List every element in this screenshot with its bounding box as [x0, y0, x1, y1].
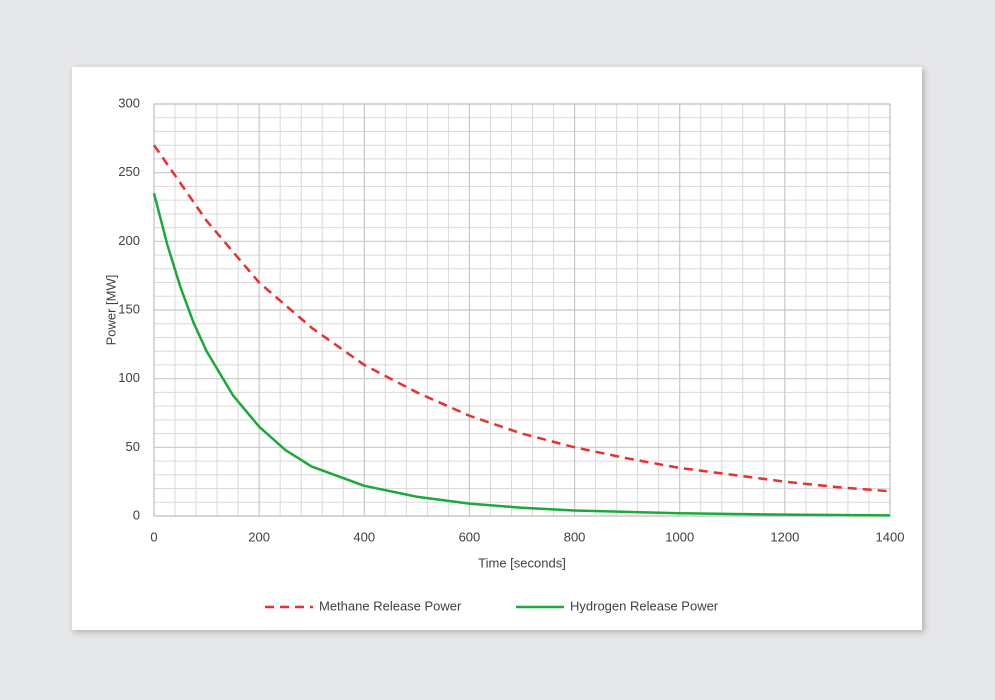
- y-tick-label: 0: [133, 507, 140, 522]
- y-axis-title: Power [MW]: [103, 275, 118, 346]
- data-line: [152, 192, 891, 517]
- x-tick-label: 0: [150, 529, 157, 544]
- x-tick-label: 1000: [665, 529, 694, 544]
- y-tick-label: 250: [118, 164, 140, 179]
- x-axis-title: Time [seconds]: [478, 555, 566, 570]
- y-tick-label: 200: [118, 233, 140, 248]
- legend-label: Methane Release Power: [319, 598, 462, 613]
- x-tick-label: 600: [459, 529, 481, 544]
- x-tick-label: 200: [248, 529, 270, 544]
- y-tick-label: 50: [126, 439, 140, 454]
- legend-label: Hydrogen Release Power: [570, 598, 719, 613]
- x-tick-label: 1400: [876, 529, 905, 544]
- chart-card: [72, 67, 922, 630]
- plot-border: [153, 103, 891, 517]
- y-tick-label: 300: [118, 95, 140, 110]
- x-tick-label: 1200: [770, 529, 799, 544]
- y-tick-label: 150: [118, 301, 140, 316]
- x-tick-label: 400: [353, 529, 375, 544]
- data-line: [152, 144, 891, 493]
- y-tick-label: 100: [118, 370, 140, 385]
- x-tick-label: 800: [564, 529, 586, 544]
